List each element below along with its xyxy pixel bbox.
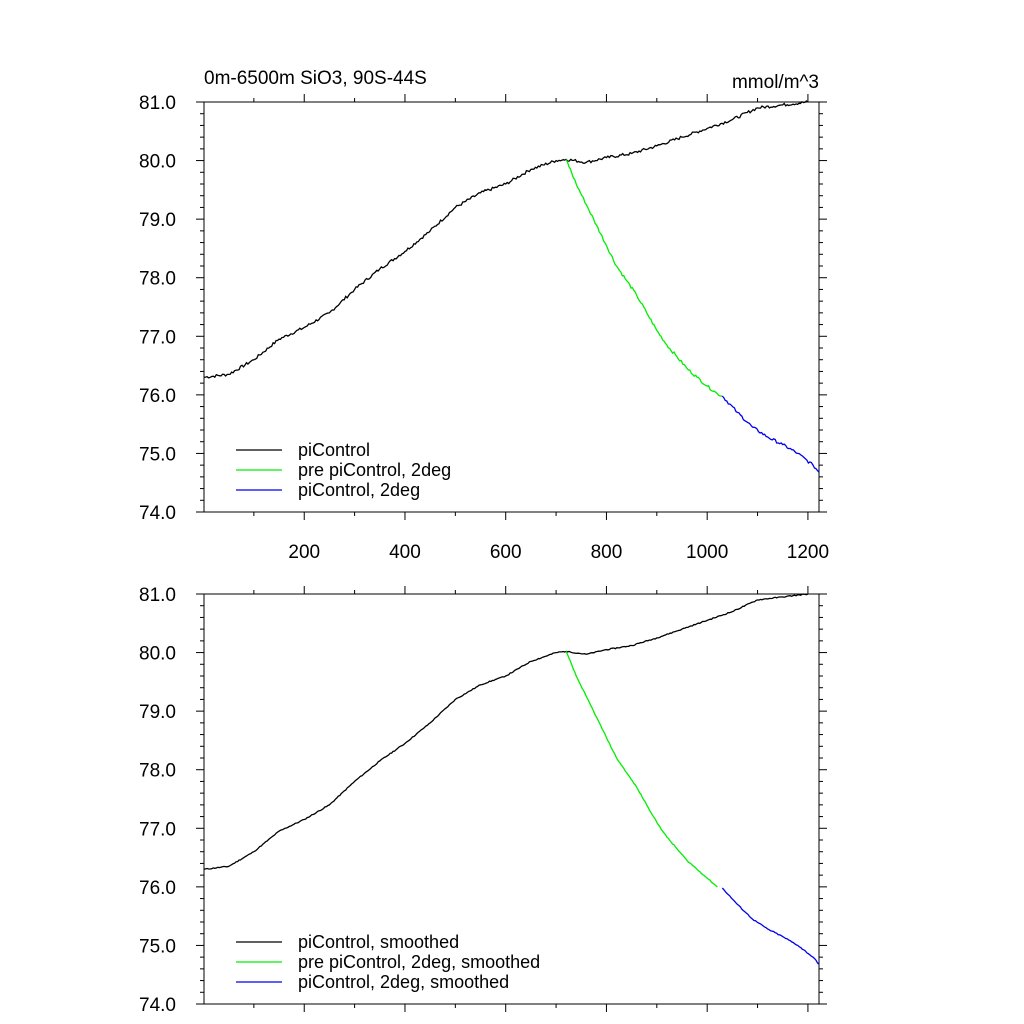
top-panel: 200 400 600 800 1000 1200 74.0 75.0 76.0 77.0 78.0… xyxy=(139,68,829,563)
y-tick-label: 78.0 xyxy=(139,269,176,290)
series-line-2 xyxy=(721,887,820,965)
y-tick-label: 74.0 xyxy=(139,503,176,524)
y-tick-label: 80.0 xyxy=(139,152,176,173)
legend-label: pre piControl, 2deg xyxy=(298,460,451,480)
x-tick-label: 1200 xyxy=(787,542,829,563)
y-tick-label: 80.0 xyxy=(139,644,176,665)
y-tick-label: 77.0 xyxy=(139,327,176,348)
series-line-1 xyxy=(565,651,718,888)
x-tick-label: 1000 xyxy=(686,542,728,563)
y-tick-label: 76.0 xyxy=(139,878,176,899)
chart-title: 0m-6500m SiO3, 90S-44S xyxy=(204,68,427,89)
legend-label: piControl, 2deg, smoothed xyxy=(298,972,509,992)
y-tick-label: 74.0 xyxy=(139,995,176,1016)
y-tick-label: 79.0 xyxy=(139,210,176,231)
y-tick-label: 81.0 xyxy=(139,93,176,114)
y-tick-label: 77.0 xyxy=(139,819,176,840)
series-line-0 xyxy=(203,100,809,379)
series-line-2 xyxy=(721,395,820,473)
series-line-1 xyxy=(565,159,723,397)
legend-label: piControl xyxy=(298,440,370,460)
x-tick-label: 200 xyxy=(288,542,320,563)
legend-label: pre piControl, 2deg, smoothed xyxy=(298,952,540,972)
legend-label: piControl, 2deg xyxy=(298,480,420,500)
plot-frame xyxy=(203,593,820,1005)
legend-label: piControl, smoothed xyxy=(298,932,459,952)
plot-frame xyxy=(203,101,820,513)
x-tick-label: 400 xyxy=(389,542,421,563)
y-tick-label: 81.0 xyxy=(139,585,176,606)
units-label: mmol/m^3 xyxy=(732,72,819,93)
y-tick-label: 75.0 xyxy=(139,444,176,465)
y-tick-label: 76.0 xyxy=(139,386,176,407)
series-line-0 xyxy=(203,593,809,870)
bottom-panel: 74.0 75.0 76.0 77.0 78.0 79.0 80.0 81.0 piContro… xyxy=(139,585,827,1016)
x-tick-label: 800 xyxy=(591,542,623,563)
y-tick-label: 75.0 xyxy=(139,936,176,957)
x-tick-label: 600 xyxy=(490,542,522,563)
y-tick-label: 78.0 xyxy=(139,761,176,782)
y-tick-label: 79.0 xyxy=(139,702,176,723)
